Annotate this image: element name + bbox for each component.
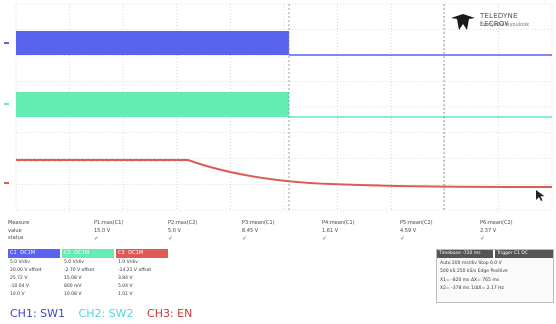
timebase-trigger-panel[interactable]: Timebase -720 ms Trigger C1 DC Auto 200 … — [436, 249, 554, 303]
channel-c3-box[interactable]: C3 DC1M 1.0 V/div -14.21 V offset 3.84 V… — [116, 249, 168, 305]
status-label: status — [8, 235, 24, 241]
c3-line-1: 1.0 V/div — [118, 260, 138, 265]
c2-line-4: 800 mV — [64, 284, 82, 289]
legend-ch3: CH3: EN — [147, 307, 193, 320]
channel-c2-label: C2 — [64, 250, 71, 256]
meas-name-p6[interactable]: P6:mean(C2) — [480, 220, 513, 226]
brand-logo: TELEDYNE LECROY Everywhereyoulook — [450, 10, 548, 34]
ch2-waveform — [16, 92, 289, 117]
channel-c1-header: C1 DC1M — [8, 249, 60, 258]
channel-c1-type: DC1M — [20, 250, 36, 256]
meas-value-p1: 15.0 V — [94, 228, 111, 234]
channel-legend: CH1: SW1 CH2: SW2 CH3: EN — [10, 307, 202, 320]
channel-c1-label: C1 — [10, 250, 17, 256]
c3-line-4: 5.04 V — [118, 284, 133, 289]
cursor-readout-2: X2= -378 ms 1/ΔX= 2.17 Hz — [440, 286, 504, 291]
meas-name-p1[interactable]: P1:max(C1) — [94, 220, 124, 226]
c2-line-1: 5.0 V/div — [64, 260, 84, 265]
meas-value-p6: 2.37 V — [480, 228, 497, 234]
cursor-readout-1: X1= -820 ms ΔX= 765 ms — [440, 278, 500, 283]
meas-name-p3[interactable]: P3:mean(C1) — [242, 220, 275, 226]
status-check-icon: ✓ — [168, 235, 174, 242]
c2-line-3: 15.08 V — [64, 276, 82, 281]
meas-name-p4[interactable]: P4:mean(C1) — [322, 220, 355, 226]
timebase-line-2: 500 kS 250 kS/s Edge Positive — [440, 269, 508, 274]
mouse-pointer-icon — [536, 190, 545, 201]
timebase-value: -720 ms — [462, 251, 481, 256]
c1-line-4: -10.04 V — [10, 284, 30, 289]
channel-c2-header: C2 DC1M — [62, 249, 114, 258]
c3-line-2: -14.21 V offset — [118, 268, 152, 273]
c1-line-1: 5.0 V/div — [10, 260, 30, 265]
timebase-line-1: Auto 200 ms/div Stop 0.0 V — [440, 261, 502, 266]
legend-ch1: CH1: SW1 — [10, 307, 66, 320]
ch3-noise — [15, 158, 188, 162]
trigger-header: Trigger C1 DC — [495, 250, 553, 258]
status-check-icon: ✓ — [480, 235, 486, 242]
c2-line-2: -2.70 V offset — [64, 268, 95, 273]
status-check-icon: ✓ — [322, 235, 328, 242]
channel-c1-box[interactable]: C1 DC1M 5.0 V/div 20.00 V offset 25.72 V… — [8, 249, 60, 305]
trigger-value: C1 DC — [513, 251, 529, 256]
status-check-icon: ✓ — [94, 235, 100, 242]
c1-line-5: 10.0 V — [10, 292, 25, 297]
channel-c3-label: C3 — [118, 250, 125, 256]
legend-ch2: CH2: SW2 — [78, 307, 134, 320]
channel-info-panel: C1 DC1M 5.0 V/div 20.00 V offset 25.72 V… — [8, 249, 168, 305]
c3-line-3: 3.84 V — [118, 276, 133, 281]
meas-value-p2: 5.0 V — [168, 228, 181, 234]
brand-name: TELEDYNE LECROY — [480, 12, 518, 28]
brand-tagline: Everywhereyoulook — [480, 22, 530, 28]
c1-line-2: 20.00 V offset — [10, 268, 42, 273]
status-check-icon: ✓ — [400, 235, 406, 242]
channel-c2-type: DC1M — [74, 250, 90, 256]
meas-value-p4: 1.61 V — [322, 228, 339, 234]
timebase-label: Timebase — [439, 251, 461, 256]
c1-line-3: 25.72 V — [10, 276, 28, 281]
waveform-display — [4, 3, 553, 211]
ch1-waveform — [16, 31, 289, 55]
meas-value-p3: 8.45 V — [242, 228, 259, 234]
channel-c3-header: C3 DC1M — [116, 249, 168, 258]
measure-label: Measure — [8, 220, 30, 226]
ch3-waveform — [16, 159, 553, 188]
status-check-icon: ✓ — [242, 235, 248, 242]
c2-line-5: 10.08 V — [64, 292, 82, 297]
value-label: value — [8, 228, 22, 234]
c3-line-5: 1.01 V — [118, 292, 133, 297]
timebase-header: Timebase -720 ms — [437, 250, 493, 258]
meas-name-p2[interactable]: P2:max(C2) — [168, 220, 198, 226]
channel-c2-box[interactable]: C2 DC1M 5.0 V/div -2.70 V offset 15.08 V… — [62, 249, 114, 305]
measurement-table: Measure P1:max(C1) P2:max(C2) P3:mean(C1… — [8, 220, 528, 247]
meas-value-p5: 4.59 V — [400, 228, 417, 234]
channel-c3-type: DC1M — [128, 250, 144, 256]
trigger-label: Trigger — [497, 251, 513, 256]
meas-name-p5[interactable]: P5:mean(C2) — [400, 220, 433, 226]
teledyne-logo-icon — [451, 14, 475, 30]
